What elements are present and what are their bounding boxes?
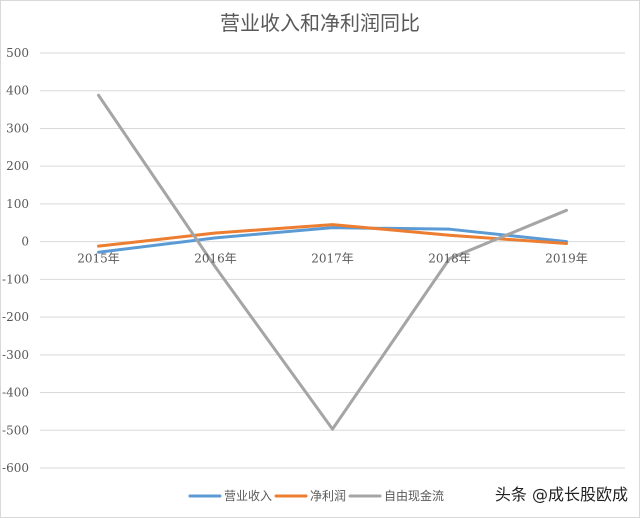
x-tick-label: 2015年: [77, 252, 120, 266]
y-tick-label: -300: [2, 348, 29, 362]
x-tick-label: 2016年: [194, 252, 237, 266]
y-tick-label: 400: [6, 84, 29, 98]
y-tick-label: 200: [6, 159, 29, 173]
y-tick-label: -400: [2, 386, 29, 400]
watermark-text: 头条 @成长股欧成: [495, 485, 628, 504]
y-tick-label: -500: [2, 423, 29, 437]
series-line: [97, 223, 568, 248]
x-tick-label: 2017年: [311, 252, 354, 266]
axis-label-layer: 500 400 300 200 100 0 -100 -200 -300 -400 -500 -600…: [2, 46, 588, 475]
x-tick-label: 2018年: [428, 252, 471, 266]
legend-label: 营业收入: [224, 489, 272, 503]
y-tick-label: -100: [2, 272, 29, 286]
y-tick-label: 0: [21, 235, 29, 249]
x-tick-label: 2019年: [545, 252, 588, 266]
legend-label: 自由现金流: [384, 488, 444, 503]
y-tick-label: -600: [2, 461, 29, 475]
y-tick-label: -200: [2, 310, 29, 324]
chart-title: 营业收入和净利润同比: [220, 11, 420, 35]
legend-label: 净利润: [310, 489, 346, 503]
series-line: [97, 93, 568, 431]
y-tick-label: 100: [6, 197, 29, 211]
y-tick-label: 300: [6, 121, 29, 135]
series-layer: [97, 93, 568, 431]
series-line: [97, 226, 568, 254]
legend: 营业收入 净利润 自由现金流: [188, 488, 444, 503]
y-tick-label: 500: [6, 46, 29, 60]
